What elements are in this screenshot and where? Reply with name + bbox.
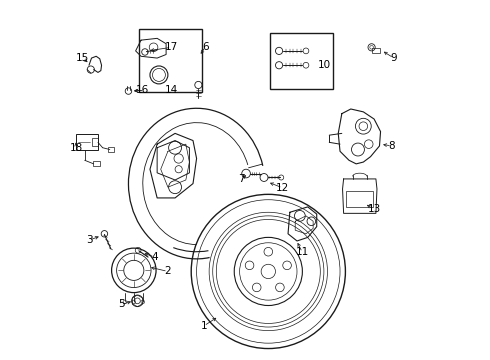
Text: 9: 9 [391,53,397,63]
Bar [108,147,115,152]
Text: 6: 6 [202,42,209,51]
Text: 17: 17 [165,42,178,52]
Text: 11: 11 [296,247,309,257]
Text: 3: 3 [86,235,92,245]
Text: 10: 10 [318,60,330,70]
Text: 18: 18 [70,143,83,153]
Bar [76,134,98,150]
Bar [139,30,202,92]
Text: 12: 12 [276,183,289,193]
Text: 15: 15 [76,53,90,63]
Text: 4: 4 [151,252,158,262]
Text: 5: 5 [118,300,124,310]
Bar [92,138,98,146]
Bar [93,161,100,166]
Text: 14: 14 [165,85,178,95]
Text: 16: 16 [136,85,149,95]
Text: 1: 1 [200,321,207,331]
Text: 8: 8 [389,141,395,151]
Text: 7: 7 [238,174,245,184]
Text: 13: 13 [368,204,381,215]
Text: 2: 2 [165,266,171,276]
Bar [372,48,380,53]
Bar [346,191,373,207]
Bar [270,33,333,89]
